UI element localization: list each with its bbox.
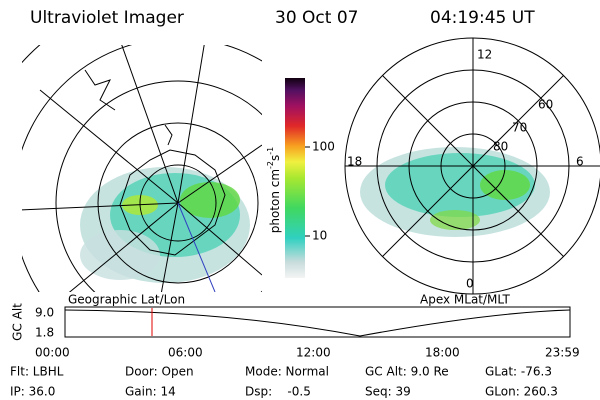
- footer-field: Door: Open: [125, 365, 194, 379]
- unit: s: [268, 155, 282, 161]
- mlat-label: 60: [538, 98, 553, 112]
- y-tick-label: 1.8: [35, 326, 54, 340]
- colorbar: [285, 78, 305, 278]
- x-tick-label: 12:00: [296, 346, 331, 360]
- apex-map: 12 18 6 0 80 70 60: [344, 37, 600, 295]
- mlat-label: 70: [512, 121, 527, 135]
- exponent: -2: [266, 161, 275, 169]
- footer-field: Mode: Normal: [245, 365, 329, 379]
- title: Ultraviolet Imager: [30, 8, 184, 28]
- y-tick-label: 9.0: [35, 306, 54, 320]
- mlt-label: 6: [576, 155, 584, 169]
- unit: photon cm: [268, 169, 282, 233]
- mlt-label: 12: [477, 48, 492, 62]
- colorbar-unit: photon cm-2s-1: [266, 147, 282, 234]
- footer-field: GLat: -76.3: [485, 365, 552, 379]
- footer-field: GLon: 260.3: [485, 385, 558, 399]
- right-caption: Apex MLat/MLT: [420, 293, 510, 307]
- left-caption: Geographic Lat/Lon: [68, 293, 185, 307]
- time: 04:19:45 UT: [430, 8, 535, 28]
- colorbar-tick-label: 100: [312, 140, 335, 154]
- footer-field: IP: 36.0: [10, 385, 55, 399]
- footer-field: Flt: LBHL: [10, 365, 64, 379]
- exponent: -1: [266, 147, 275, 155]
- timeline-ylabel: GC Alt: [11, 303, 25, 341]
- date: 30 Oct 07: [275, 8, 358, 28]
- footer-field: Seq: 39: [365, 385, 411, 399]
- colorbar-tick-label: 10: [312, 229, 327, 243]
- footer: Flt: LBHL Door: Open Mode: Normal GC Alt: 9…: [10, 365, 558, 399]
- mlt-label: 18: [347, 155, 362, 169]
- x-tick-label: 00:00: [35, 346, 70, 360]
- mlt-label: 0: [466, 277, 474, 291]
- mlat-label: 80: [493, 140, 508, 154]
- timeline: GC Alt 9.0 1.8 00:00 06:00 12:00 18:00 2…: [11, 303, 580, 360]
- x-tick-label: 23:59: [545, 346, 580, 360]
- x-tick-label: 18:00: [425, 346, 460, 360]
- x-tick-label: 06:00: [168, 346, 203, 360]
- footer-field: Gain: 14: [125, 385, 176, 399]
- geographic-map: [22, 45, 262, 292]
- footer-field: Dsp: -0.5: [245, 385, 311, 399]
- footer-field: GC Alt: 9.0 Re: [365, 365, 449, 379]
